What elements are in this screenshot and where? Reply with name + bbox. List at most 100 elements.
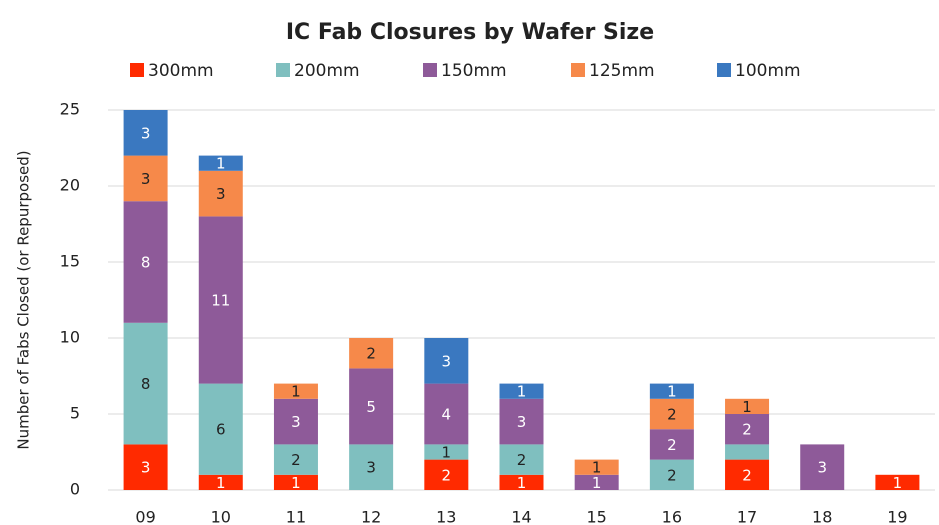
data-label: 1 — [893, 474, 903, 492]
data-label: 3 — [517, 413, 527, 431]
y-tick-label: 5 — [70, 404, 80, 423]
bar-segment — [875, 474, 920, 490]
legend-label: 150mm — [441, 61, 507, 81]
x-tick-label: 19 — [887, 508, 907, 525]
y-tick-label: 20 — [60, 176, 80, 195]
legend-swatch — [571, 63, 585, 77]
y-tick-label: 25 — [60, 100, 80, 119]
bar-segment — [123, 201, 168, 323]
data-label: 1 — [291, 383, 301, 401]
bar-segment — [649, 459, 694, 490]
bar-segment — [499, 444, 544, 475]
data-label: 3 — [141, 459, 151, 477]
data-label: 1 — [442, 444, 452, 462]
x-tick-label: 11 — [286, 508, 306, 525]
data-label: 8 — [141, 375, 151, 393]
bar-segment — [123, 444, 168, 490]
data-label: 2 — [667, 406, 677, 424]
legend-label: 200mm — [294, 61, 360, 81]
data-label: 1 — [592, 459, 602, 477]
legend-label: 300mm — [148, 61, 214, 81]
x-tick-label: 15 — [587, 508, 607, 525]
bar-segment — [424, 383, 469, 445]
data-label: 2 — [742, 466, 752, 484]
bar-segment — [273, 383, 318, 399]
bar-segment — [198, 216, 243, 384]
x-tick-label: 13 — [436, 508, 456, 525]
bar-segment — [725, 459, 770, 490]
bar-segment — [800, 444, 845, 490]
data-label: 3 — [817, 459, 827, 477]
data-label: 6 — [216, 421, 226, 439]
bar-segment — [273, 398, 318, 445]
bar-segment — [574, 474, 619, 490]
data-label: 1 — [592, 474, 602, 492]
bar-segment — [123, 322, 168, 445]
data-label: 3 — [216, 185, 226, 203]
bar-segment — [424, 444, 469, 460]
x-tick-label: 16 — [662, 508, 682, 525]
legend-swatch — [423, 63, 437, 77]
bar-segment — [499, 474, 544, 490]
data-label: 8 — [141, 254, 151, 272]
data-label: 2 — [742, 421, 752, 439]
data-label: 3 — [141, 170, 151, 188]
data-label: 2 — [667, 466, 677, 484]
bar-segment — [649, 429, 694, 460]
y-tick-label: 10 — [60, 328, 80, 347]
legend-swatch — [130, 63, 144, 77]
bar-segment — [273, 444, 318, 475]
bar-segment — [499, 398, 544, 445]
bar-segment — [123, 155, 168, 202]
x-tick-label: 10 — [211, 508, 231, 525]
bar-segment — [725, 398, 770, 414]
data-label: 3 — [141, 124, 151, 142]
data-label: 1 — [216, 155, 226, 173]
data-label: 1 — [517, 383, 527, 401]
data-label: 4 — [442, 406, 452, 424]
bar-segment — [574, 459, 619, 475]
data-label: 1 — [517, 474, 527, 492]
data-label: 3 — [442, 352, 452, 370]
bar-segment — [725, 414, 770, 445]
data-label: 1 — [291, 474, 301, 492]
bar-segment — [349, 444, 394, 490]
bar-segment — [349, 338, 394, 369]
data-label: 2 — [442, 466, 452, 484]
data-label: 2 — [517, 451, 527, 469]
legend-swatch — [717, 63, 731, 77]
bar-segment — [499, 383, 544, 399]
x-tick-label: 12 — [361, 508, 381, 525]
x-tick-label: 17 — [737, 508, 757, 525]
data-label: 2 — [667, 436, 677, 454]
data-label: 2 — [366, 345, 376, 363]
chart-title: IC Fab Closures by Wafer Size — [286, 20, 654, 45]
legend-swatch — [276, 63, 290, 77]
legend-label: 125mm — [589, 61, 655, 81]
y-axis-label: Number of Fabs Closed (or Repurposed) — [15, 150, 33, 449]
y-tick-label: 15 — [60, 252, 80, 271]
data-label: 3 — [291, 413, 301, 431]
legend-label: 100mm — [735, 61, 801, 81]
data-label: 3 — [366, 459, 376, 477]
data-label: 5 — [366, 398, 376, 416]
bar-segment — [424, 459, 469, 490]
bar-segment — [649, 398, 694, 430]
bar-segment — [649, 383, 694, 399]
data-label: 1 — [216, 474, 226, 492]
data-label: 2 — [291, 451, 301, 469]
bar-segment — [198, 170, 243, 217]
data-label: 11 — [211, 292, 230, 310]
data-label: 1 — [667, 383, 677, 401]
bar-segment — [424, 338, 469, 384]
bar-segment — [198, 155, 243, 171]
bar-segment — [123, 110, 168, 156]
bar-segment — [198, 383, 243, 475]
bar-segment — [273, 474, 318, 490]
data-label: 1 — [742, 398, 752, 416]
x-tick-label: 09 — [135, 508, 155, 525]
bar-segment — [725, 444, 770, 460]
x-tick-label: 14 — [511, 508, 531, 525]
x-tick-label: 18 — [812, 508, 832, 525]
